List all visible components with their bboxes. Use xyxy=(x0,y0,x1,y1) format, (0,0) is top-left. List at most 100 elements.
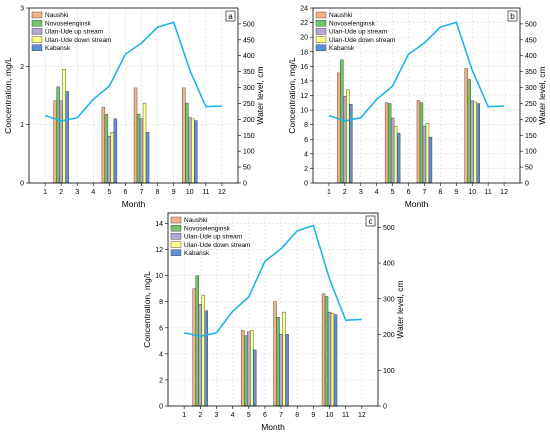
bar xyxy=(139,118,144,184)
x-tick-label: 9 xyxy=(172,189,176,196)
y-tick-label: 1 xyxy=(20,122,24,129)
bar xyxy=(59,100,63,184)
legend-entry: Naushki xyxy=(184,217,207,224)
bar xyxy=(387,103,392,184)
bar xyxy=(384,102,389,184)
y2-tick-label: 450 xyxy=(243,37,255,44)
y2-tick-label: 300 xyxy=(525,85,537,92)
legend-entry: Novoselenginsk xyxy=(45,20,92,27)
bar xyxy=(204,310,209,407)
bar xyxy=(282,311,286,407)
x-tick-label: 12 xyxy=(218,189,226,196)
legend-swatch xyxy=(31,36,43,43)
x-tick-label: 8 xyxy=(295,412,299,419)
bar xyxy=(53,100,57,184)
panel-a: 1 2 3 4 5 6 7 8 9 10 11 120123050100150200250300350… xyxy=(3,6,265,210)
y-axis-title: Concentration, mg/L xyxy=(287,57,297,134)
bar xyxy=(194,120,198,184)
plot-frame xyxy=(28,7,239,184)
bar xyxy=(188,117,192,184)
legend-swatch xyxy=(31,28,43,35)
bar xyxy=(250,330,254,407)
legend-swatch xyxy=(315,36,327,43)
bar xyxy=(195,275,200,407)
bar xyxy=(349,104,353,184)
legend-swatch xyxy=(31,44,43,51)
legend-swatch xyxy=(170,224,182,232)
y2-tick-label: 300 xyxy=(243,85,255,92)
y2-axis-title: Water level, cm xyxy=(395,280,405,338)
y2-tick-label: 0 xyxy=(383,404,387,411)
x-tick-label: 9 xyxy=(454,189,458,196)
bar xyxy=(419,102,424,184)
bar xyxy=(337,72,341,184)
y-tick-label: 2 xyxy=(20,64,24,71)
y2-tick-label: 350 xyxy=(243,69,255,76)
x-tick-label: 7 xyxy=(140,189,144,196)
y-tick-label: 18 xyxy=(300,49,308,56)
x-tick-label: 6 xyxy=(407,189,411,196)
x-tick-label: 1 xyxy=(182,412,186,419)
bar xyxy=(276,317,280,407)
bar xyxy=(330,313,335,407)
bar xyxy=(241,330,245,407)
bar xyxy=(464,68,468,184)
bar xyxy=(198,304,203,407)
y2-tick-label: 0 xyxy=(243,181,247,188)
x-tick-label: 11 xyxy=(342,412,349,419)
legend-swatch xyxy=(315,11,327,19)
y2-tick-label: 200 xyxy=(525,117,537,124)
y-tick-label: 20 xyxy=(300,35,308,42)
x-tick-label: 2 xyxy=(198,412,202,419)
bar xyxy=(279,334,283,407)
y-tick-label: 3 xyxy=(20,6,24,13)
x-tick-label: 12 xyxy=(358,412,366,419)
bar xyxy=(473,101,477,184)
panel-label: c xyxy=(365,215,376,227)
bar xyxy=(333,314,338,407)
panel-label-text: a xyxy=(228,12,233,21)
legend-swatch xyxy=(170,233,182,240)
legend-entry: Ulan-Ude down stream xyxy=(329,37,395,44)
x-tick-label: 10 xyxy=(326,412,334,419)
bar xyxy=(327,311,332,407)
legend-entry: Ulan-Ude down stream xyxy=(184,242,250,249)
bar xyxy=(476,103,480,184)
legend-swatch xyxy=(170,241,182,248)
legend-entry: Novoselenginsk xyxy=(184,225,231,232)
legend-entry: Novoselenginsk xyxy=(329,20,376,27)
legend-entry: Kabansk xyxy=(329,45,355,52)
x-axis-title: Month xyxy=(405,199,429,209)
x-axis-title: Month xyxy=(261,422,285,431)
y2-tick-label: 150 xyxy=(525,133,537,140)
x-tick-label: 5 xyxy=(107,189,111,196)
legend-entry: Ulan-Ude up stream xyxy=(45,29,103,36)
bar xyxy=(422,125,427,184)
x-tick-label: 12 xyxy=(500,189,508,196)
y2-axis-title: Water level, cm xyxy=(255,66,265,124)
bar xyxy=(467,79,471,184)
bar xyxy=(343,96,347,184)
x-tick-label: 2 xyxy=(59,189,63,196)
legend-swatch xyxy=(170,249,182,257)
y-tick-label: 22 xyxy=(300,20,308,27)
y2-tick-label: 50 xyxy=(525,165,533,172)
bar xyxy=(65,91,69,184)
water-level-line xyxy=(44,21,222,122)
y-axis-title: Concentration, mg/L xyxy=(142,271,152,348)
legend-entry: Ulan-Ude up stream xyxy=(329,29,387,36)
y-tick-label: 0 xyxy=(20,181,24,188)
bar xyxy=(107,136,112,184)
bar xyxy=(62,69,66,184)
y-tick-label: 2 xyxy=(159,377,163,384)
bar xyxy=(192,288,197,407)
legend-entry: Naushki xyxy=(329,12,352,19)
bar xyxy=(416,100,421,184)
bar xyxy=(393,125,398,184)
panel-label-box xyxy=(365,215,376,227)
x-tick-label: 9 xyxy=(311,412,315,419)
x-tick-label: 8 xyxy=(438,189,442,196)
x-tick-label: 5 xyxy=(247,412,251,419)
x-tick-label: 3 xyxy=(75,189,79,196)
